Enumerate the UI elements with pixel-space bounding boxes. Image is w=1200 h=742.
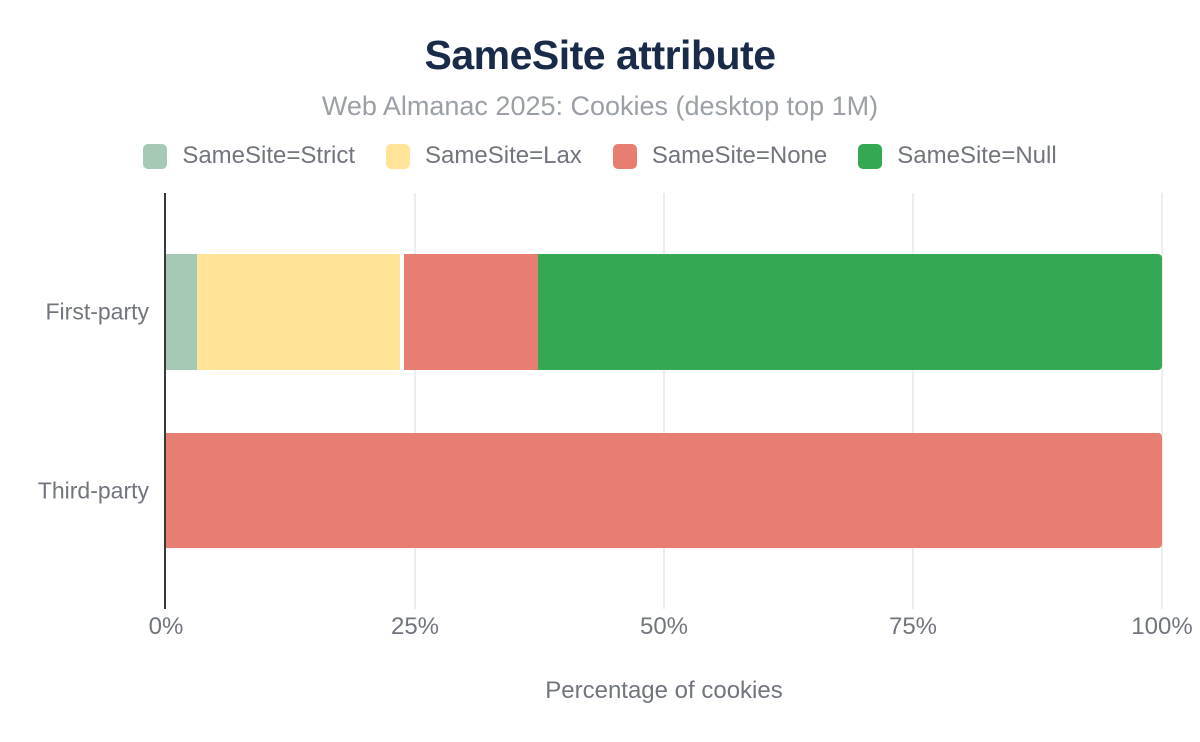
chart-title: SameSite attribute [424, 32, 777, 78]
bars [166, 193, 1162, 609]
category-label-first-party: First-party [45, 298, 150, 325]
legend-label: SameSite=Null [897, 142, 1057, 169]
legend-label: SameSite=Lax [425, 142, 582, 169]
x-tick-0: 0% [148, 613, 184, 640]
bar-segment-first-party-samesite-strict[interactable] [166, 254, 197, 370]
plot-area: First-party Third-party [38, 193, 1163, 609]
bar-segment-first-party-samesite-null[interactable] [538, 254, 1162, 370]
legend-swatch-icon [386, 143, 411, 169]
legend-item-samesite-null[interactable]: SameSite=Null [858, 142, 1057, 170]
gridline-50 [663, 193, 665, 609]
legend-item-samesite-none[interactable]: SameSite=None [612, 142, 828, 170]
legend-swatch-icon [612, 143, 637, 169]
legend-item-samesite-lax[interactable]: SameSite=Lax [386, 142, 582, 170]
x-tick-25: 25% [390, 613, 440, 640]
gridline-25 [414, 193, 416, 609]
legend-item-samesite-strict[interactable]: SameSite=Strict [143, 142, 355, 170]
legend: SameSite=Strict SameSite=Lax SameSite=None… [0, 141, 1200, 171]
x-tick-50: 50% [639, 613, 689, 640]
bar-segment-third-party-samesite-none[interactable] [166, 433, 1162, 548]
segment-separator [400, 254, 405, 370]
bar-segment-first-party-samesite-lax[interactable] [196, 254, 401, 370]
legend-swatch-icon [143, 143, 168, 169]
y-axis-line [164, 193, 166, 609]
x-axis-title: Percentage of cookies [545, 677, 783, 704]
legend-label: SameSite=Strict [182, 142, 356, 169]
bar-row-first-party [166, 254, 1162, 370]
category-label-third-party: Third-party [37, 477, 149, 503]
chart-subtitle: Web Almanac 2025: Cookies (desktop top 1… [321, 91, 879, 121]
bar-row-third-party [166, 433, 1162, 548]
legend-label: SameSite=None [651, 142, 828, 169]
legend-swatch-icon [858, 143, 883, 169]
x-tick-100: 100% [1131, 613, 1193, 640]
bar-segment-first-party-samesite-none[interactable] [404, 254, 539, 370]
x-axis-ticks: 0% 25% 50% 75% 100% [149, 612, 1193, 642]
gridline-75 [912, 193, 914, 609]
x-tick-75: 75% [888, 613, 938, 640]
gridline-100 [1161, 193, 1163, 609]
